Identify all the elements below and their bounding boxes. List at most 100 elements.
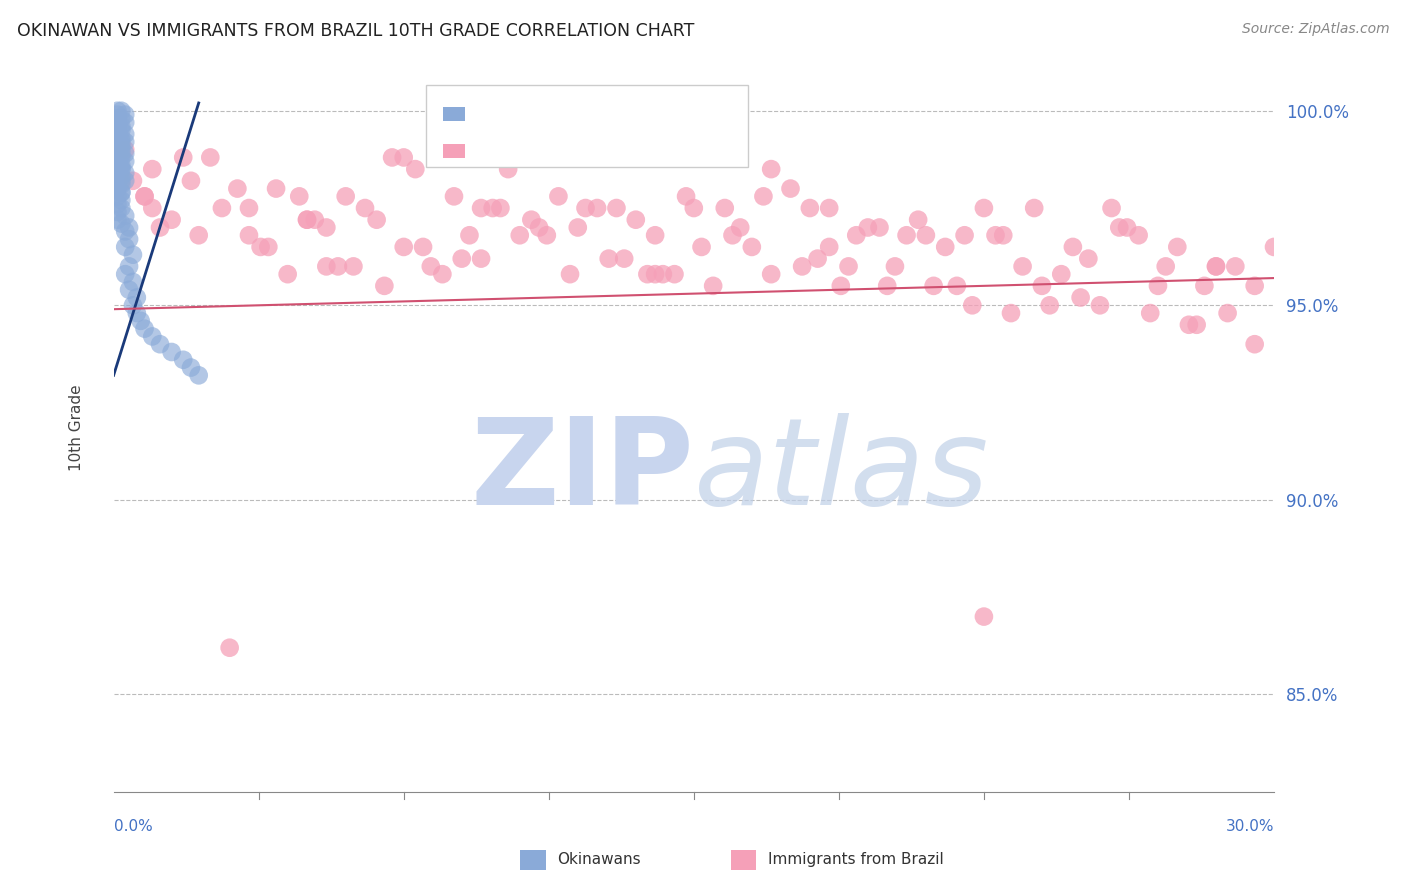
Point [288,189,311,203]
Point [110,186,132,200]
Point [366,212,388,227]
Point [107,181,129,195]
Point [110,186,132,200]
Point [125,306,148,320]
Point [114,146,136,161]
Point [1088,298,1111,312]
Point [481,201,503,215]
Point [547,189,569,203]
Point [107,212,129,227]
Point [107,151,129,165]
Point [110,143,132,157]
Point [1077,252,1099,266]
Point [107,169,129,184]
Text: R =: R = [474,106,508,121]
Point [114,127,136,141]
Point [1139,306,1161,320]
Point [180,360,202,375]
Point [107,131,129,145]
Point [509,228,531,243]
Point [107,146,129,161]
Point [107,166,129,180]
Point [799,201,821,215]
Point [118,283,141,297]
Point [122,174,145,188]
Point [107,123,129,137]
Point [110,135,132,149]
Point [315,260,337,274]
Point [114,240,136,254]
Point [114,115,136,129]
Point [1166,240,1188,254]
Point [644,228,666,243]
Point [1116,220,1139,235]
Point [419,260,441,274]
Point [118,232,141,246]
Text: 0.0%: 0.0% [114,819,152,834]
Point [107,162,129,177]
Point [392,151,415,165]
Point [107,138,129,153]
Point [876,278,898,293]
Point [759,267,782,281]
Point [1147,278,1170,293]
Point [489,201,512,215]
Point [1154,260,1177,274]
Point [107,178,129,192]
Point [315,220,337,235]
Point [114,267,136,281]
Point [1101,201,1123,215]
Point [1062,240,1084,254]
Point [962,298,984,312]
Point [470,252,492,266]
Point [470,201,492,215]
Point [741,240,763,254]
Point [443,189,465,203]
Point [114,143,136,157]
Point [110,217,132,231]
Point [1050,267,1073,281]
Point [574,201,596,215]
Point [1225,260,1247,274]
Point [114,135,136,149]
Point [1205,260,1227,274]
Point [295,212,318,227]
Point [728,220,751,235]
Text: N =: N = [576,106,610,121]
Point [110,174,132,188]
Point [690,240,713,254]
Point [107,158,129,172]
Point [605,201,627,215]
Point [432,267,454,281]
Point [1243,337,1265,351]
Text: 120: 120 [620,142,658,160]
Point [838,260,860,274]
Point [779,181,801,195]
Point [304,212,326,227]
Point [257,240,280,254]
Point [129,314,152,328]
Point [110,158,132,172]
Text: R =: R = [474,144,508,159]
Point [110,112,132,126]
Point [110,201,132,215]
Point [134,189,156,203]
Point [381,151,404,165]
Point [567,220,589,235]
Point [122,248,145,262]
Point [713,201,735,215]
Point [226,181,249,195]
Point [107,123,129,137]
Point [110,169,132,184]
Point [993,228,1015,243]
Point [922,278,945,293]
Point [1108,220,1130,235]
Point [211,201,233,215]
Point [1185,318,1208,332]
Point [458,228,481,243]
Point [342,260,364,274]
Point [110,120,132,134]
Point [915,228,938,243]
Point [806,252,828,266]
Point [1128,228,1150,243]
